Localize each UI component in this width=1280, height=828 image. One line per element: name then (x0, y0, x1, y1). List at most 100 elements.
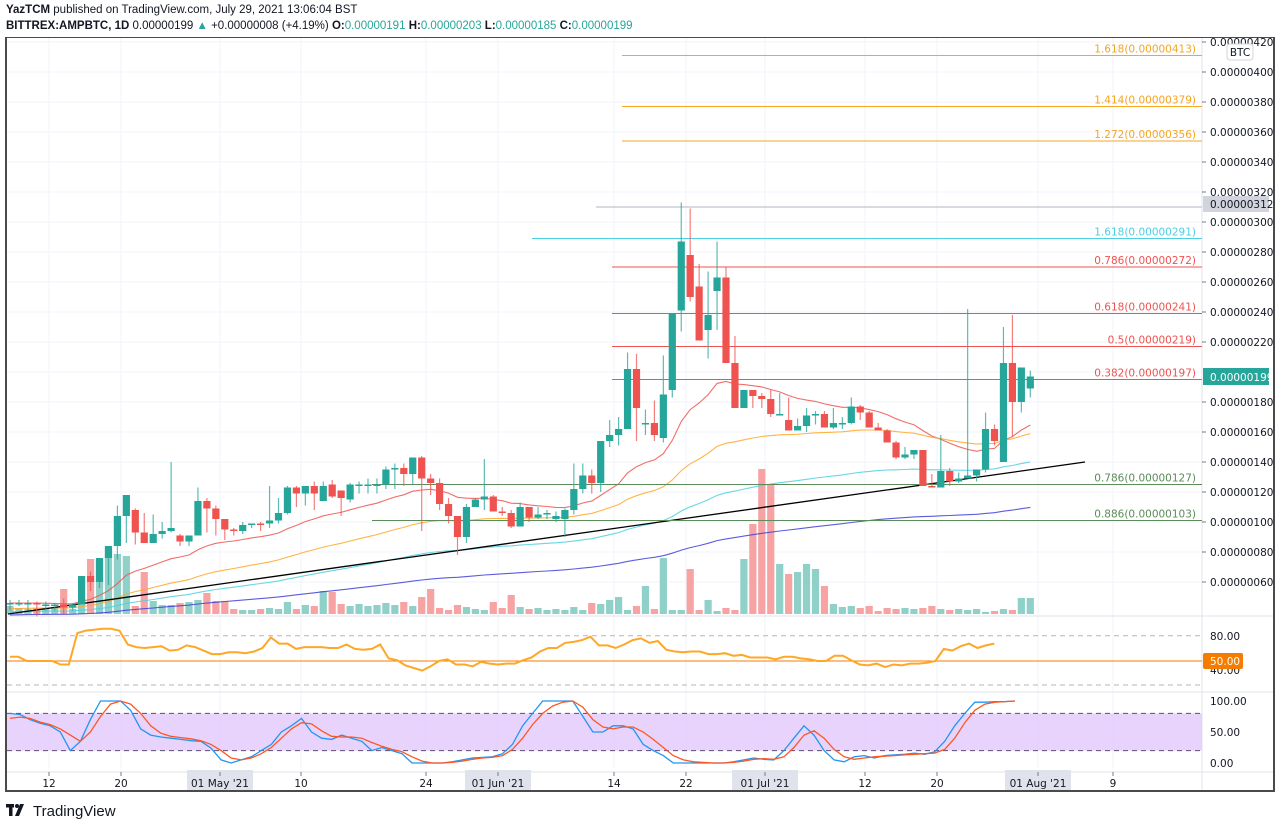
volume-bar (1026, 598, 1034, 614)
candle-body (874, 427, 882, 431)
price-axis[interactable]: 0.00000420 0.00000400 0.00000380 0.00000360… (1202, 37, 1273, 770)
time-tick-label: 9 (1110, 778, 1117, 790)
time-tick-label: 20 (114, 778, 127, 790)
volume-bar (140, 572, 148, 614)
volume-bar (525, 609, 533, 614)
candle-body (310, 486, 318, 494)
candle-body (516, 507, 524, 527)
fib-level-label: 0.618(0.00000241) (1094, 302, 1196, 314)
candle-body (274, 513, 283, 521)
candle-body (6, 603, 14, 605)
time-highlight-badge (732, 770, 798, 790)
author-name[interactable]: YazTCM (6, 4, 51, 16)
volume-bar (650, 609, 658, 614)
volume-bar (686, 569, 694, 614)
candle-body (704, 315, 712, 330)
volume-bar (418, 597, 426, 614)
candle-body (1017, 367, 1025, 402)
volume-bar (874, 611, 882, 614)
volume-bar (409, 606, 417, 614)
volume-bar (946, 610, 954, 614)
candle-body (552, 516, 560, 519)
tradingview-brand[interactable]: TradingView (33, 803, 116, 820)
volume-bar (543, 610, 551, 614)
candle-body (480, 496, 488, 500)
candle-body (928, 486, 936, 488)
volume-bar (919, 608, 927, 614)
price-tick-label: 0.00000260 (1210, 277, 1273, 289)
candle-body (346, 484, 354, 500)
candlestick-series (6, 202, 1034, 617)
volume-bar (659, 558, 667, 614)
candle-body (570, 489, 578, 510)
volume-bar (176, 603, 184, 614)
volume-bar (749, 524, 757, 614)
volume-bar (999, 609, 1008, 614)
volume-bar (1008, 610, 1016, 614)
volume-bar (570, 607, 578, 614)
stoch-tick-label: 50.00 (1210, 727, 1240, 739)
volume-bar (373, 605, 381, 614)
symbol-info-bar: BITTREX:AMPBTC, 1D 0.00000199 ▲ +0.00000… (6, 20, 633, 32)
volume-bar (981, 612, 990, 614)
candle-body (69, 604, 77, 608)
symbol-name: BITTREX:AMPBTC, 1D (6, 20, 130, 32)
candle-body (534, 514, 542, 518)
price-tick-label: 0.00000380 (1210, 97, 1273, 109)
stoch-d-line (9, 700, 1016, 764)
volume-bar (337, 604, 345, 614)
volume-bar (489, 602, 497, 614)
time-tick-label: 01 Aug '21 (1010, 778, 1067, 790)
candle-body (731, 363, 739, 408)
volume-bar (588, 603, 596, 614)
candle-body (42, 604, 50, 606)
candle-body (973, 469, 981, 476)
rsi-line (10, 627, 995, 672)
fib-level-label: 1.618(0.00000413) (1094, 44, 1196, 56)
candle-body (400, 468, 408, 474)
candle-body (60, 604, 68, 608)
candle-body (131, 510, 139, 533)
price-change: +0.00000008 (+4.19%) (211, 20, 329, 32)
volume-bar (239, 610, 247, 614)
publish-info: YazTCM published on TradingView.com, Jul… (6, 4, 357, 16)
candle-body (999, 363, 1008, 462)
candle-body (212, 508, 220, 519)
candle-body (292, 487, 300, 494)
high-label: H: (408, 20, 421, 32)
volume-bar (480, 610, 488, 614)
support-trendline[interactable] (7, 461, 1086, 615)
volume-bar (212, 601, 220, 614)
volume-bar (964, 610, 972, 614)
volume-bar (122, 556, 130, 614)
volume-bar (301, 605, 309, 614)
price-tick-label: 0.00000400 (1210, 67, 1273, 79)
volume-bar (462, 607, 471, 614)
volume-bar (1017, 598, 1025, 614)
volume-bar (928, 606, 936, 614)
stoch-k-line (9, 700, 1016, 764)
volume-bar (597, 604, 605, 614)
volume-bar (883, 608, 891, 614)
price-tick-label: 0.00000080 (1210, 547, 1273, 559)
volume-bar (901, 608, 909, 614)
fib-level-label: 0.5(0.00000219) (1108, 335, 1196, 347)
candle-body (597, 441, 605, 483)
time-axis[interactable]: 12 20 01 May '21 10 24 01 Jun '21 14 22 01 Jul '… (42, 770, 1116, 790)
trendline[interactable] (7, 206, 1202, 615)
volume-bar (668, 610, 676, 614)
candle-body (113, 516, 121, 546)
volume-bar (990, 611, 999, 614)
volume-bar (847, 606, 855, 614)
candle-body (239, 525, 247, 531)
volume-bar (838, 607, 846, 614)
currency-badge[interactable] (1226, 43, 1254, 61)
fibonacci-levels[interactable]: 1.618(0.00000413) 1.414(0.00000379) 1.272(… (372, 44, 1202, 522)
price-tick-label: 0.00000280 (1210, 247, 1273, 259)
volume-bar (794, 572, 802, 614)
volume-bar (695, 610, 703, 614)
price-tick-label: 0.00000160 (1210, 427, 1273, 439)
volume-bar (328, 592, 336, 614)
price-tick-label: 0.00000060 (1210, 577, 1273, 589)
